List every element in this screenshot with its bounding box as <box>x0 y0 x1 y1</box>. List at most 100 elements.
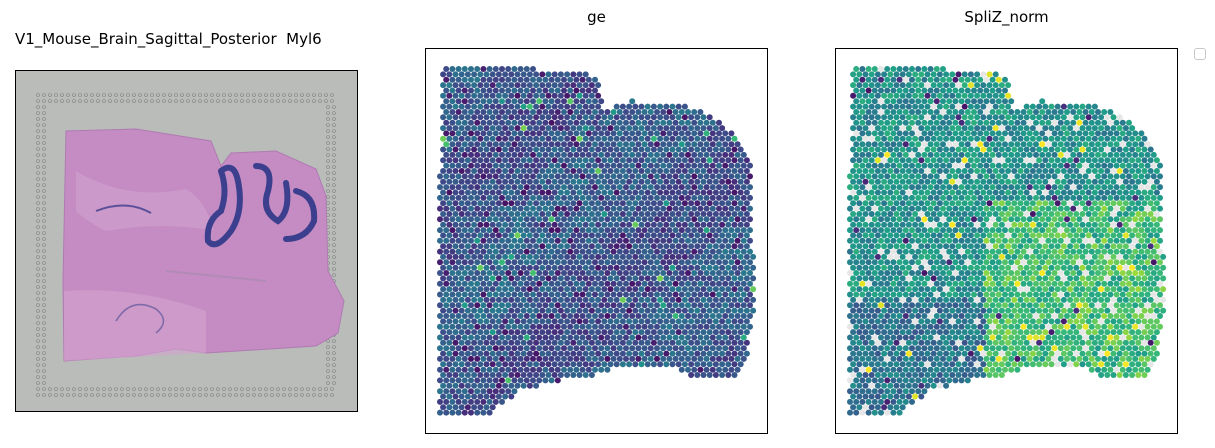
spot <box>974 71 981 78</box>
spot <box>499 184 505 191</box>
spot <box>579 227 586 234</box>
spot <box>1150 291 1157 298</box>
spot <box>489 135 496 142</box>
spot <box>1147 221 1154 228</box>
spot <box>675 114 682 121</box>
spot <box>514 71 521 78</box>
spot <box>505 76 512 83</box>
spot <box>1138 248 1145 255</box>
spot <box>893 82 900 89</box>
spot <box>1150 259 1157 266</box>
spot <box>530 280 536 287</box>
spot <box>974 221 981 228</box>
spot <box>709 313 716 319</box>
spot <box>896 151 903 158</box>
spot <box>1098 253 1105 260</box>
spot <box>1141 178 1148 185</box>
spot <box>635 291 642 298</box>
spot <box>899 146 906 153</box>
spot <box>480 259 487 266</box>
spot <box>536 151 543 158</box>
spot <box>601 264 608 271</box>
spot <box>1039 270 1046 276</box>
spot <box>1020 248 1027 255</box>
spot <box>725 189 732 196</box>
spot <box>924 103 931 110</box>
spot <box>688 243 695 250</box>
spot <box>1132 216 1139 223</box>
spot <box>1014 173 1021 180</box>
spot <box>604 291 611 298</box>
spot <box>666 205 673 212</box>
spot <box>629 323 636 330</box>
spot <box>688 135 695 142</box>
spot <box>588 361 595 368</box>
spot <box>672 119 679 126</box>
spot <box>899 114 906 121</box>
spot <box>952 323 959 330</box>
spot <box>579 205 586 212</box>
spot <box>1029 103 1036 110</box>
spot <box>893 253 900 260</box>
spot <box>688 275 695 282</box>
spot <box>545 264 552 271</box>
spot <box>918 82 925 89</box>
spot <box>598 141 605 148</box>
spot <box>933 162 940 169</box>
spot <box>859 162 866 169</box>
spot <box>458 339 465 346</box>
spot <box>638 318 645 325</box>
spot <box>533 350 540 357</box>
spot <box>1132 313 1139 319</box>
spot <box>1082 259 1089 266</box>
spot <box>998 221 1005 228</box>
spot <box>502 329 509 336</box>
spot <box>1029 189 1036 196</box>
spot <box>629 162 636 169</box>
spot <box>977 205 984 212</box>
spot <box>604 334 611 341</box>
spot <box>619 221 626 228</box>
spot <box>1067 211 1074 217</box>
spot <box>526 221 533 228</box>
spot <box>890 87 897 94</box>
spot <box>443 87 450 94</box>
spot <box>740 205 747 212</box>
spot <box>1129 286 1136 293</box>
spot <box>1017 189 1024 196</box>
spot <box>952 248 959 255</box>
spot <box>694 189 701 196</box>
spot <box>486 377 493 384</box>
spot <box>678 280 685 287</box>
spot <box>654 323 660 330</box>
spot <box>927 76 934 83</box>
spot <box>604 323 611 330</box>
spot <box>986 200 993 207</box>
spot <box>992 168 999 174</box>
spot <box>691 248 698 255</box>
spot <box>449 302 456 309</box>
spot <box>585 366 592 373</box>
spot <box>700 200 707 207</box>
spot <box>946 323 953 330</box>
spot <box>542 366 549 373</box>
spot <box>461 151 468 158</box>
spot <box>716 162 722 169</box>
spot <box>1002 76 1008 83</box>
spot <box>964 130 971 137</box>
spot <box>722 151 729 158</box>
spot <box>554 302 561 309</box>
spot <box>632 157 639 164</box>
spot <box>688 221 695 228</box>
spot <box>443 227 450 234</box>
spot <box>483 329 490 336</box>
spot <box>449 355 456 362</box>
spot <box>616 259 623 266</box>
spot <box>536 259 543 266</box>
spot <box>961 103 968 110</box>
spot <box>933 194 940 201</box>
spot <box>933 151 940 158</box>
spot <box>977 302 984 309</box>
spot <box>647 334 654 341</box>
spot <box>995 323 1002 330</box>
